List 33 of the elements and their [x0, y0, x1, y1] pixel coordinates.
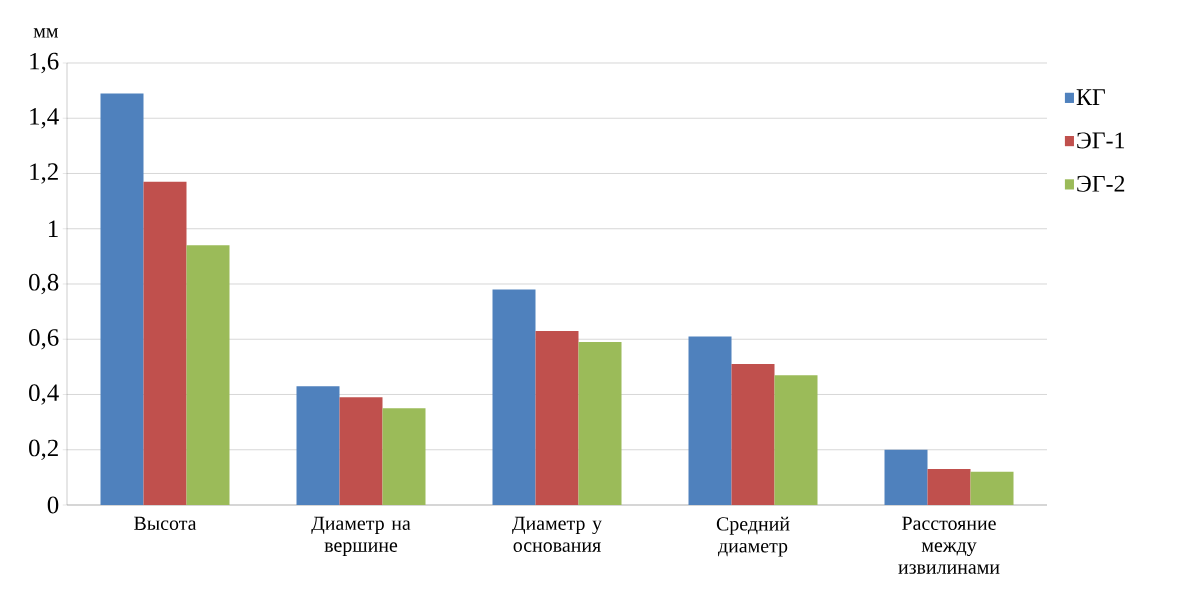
y-tick-label: 1,2 — [30, 163, 58, 184]
y-axis-title: мм — [33, 28, 59, 38]
x-tick-label: Средний диаметр — [716, 516, 790, 557]
legend-label: ЭГ-1 — [1077, 132, 1125, 149]
y-tick-label: 0,2 — [29, 439, 58, 460]
bar — [774, 375, 818, 505]
bar — [884, 449, 928, 505]
y-tick-label: 1,4 — [30, 108, 59, 129]
y-tick-label: 0,4 — [29, 384, 59, 405]
bar — [535, 330, 579, 505]
bar — [296, 386, 340, 505]
y-tick-label: 0,8 — [29, 273, 59, 295]
x-tick-label: Диаметр на вершине — [311, 516, 411, 556]
legend-label: КГ — [1076, 89, 1105, 105]
bar — [382, 408, 426, 505]
bar — [100, 93, 144, 505]
x-tick-label: Расстояние между извилинами — [898, 516, 1000, 574]
bar — [578, 342, 622, 505]
y-tick-label: 1,6 — [30, 52, 59, 74]
bar — [492, 289, 536, 505]
x-tick-label: Высота — [134, 516, 197, 531]
bar — [688, 336, 732, 505]
bar — [927, 469, 971, 505]
y-tick-label: 0 — [47, 496, 59, 514]
x-tick-label: Диаметр у основания — [512, 516, 602, 552]
bar — [970, 471, 1014, 505]
bar — [143, 181, 187, 505]
legend-label: ЭГ-2 — [1077, 175, 1125, 192]
bar — [186, 245, 230, 505]
y-tick-label: 0,6 — [29, 329, 59, 350]
bar — [731, 364, 775, 505]
bar — [339, 397, 383, 505]
y-tick-label: 1 — [48, 220, 58, 237]
